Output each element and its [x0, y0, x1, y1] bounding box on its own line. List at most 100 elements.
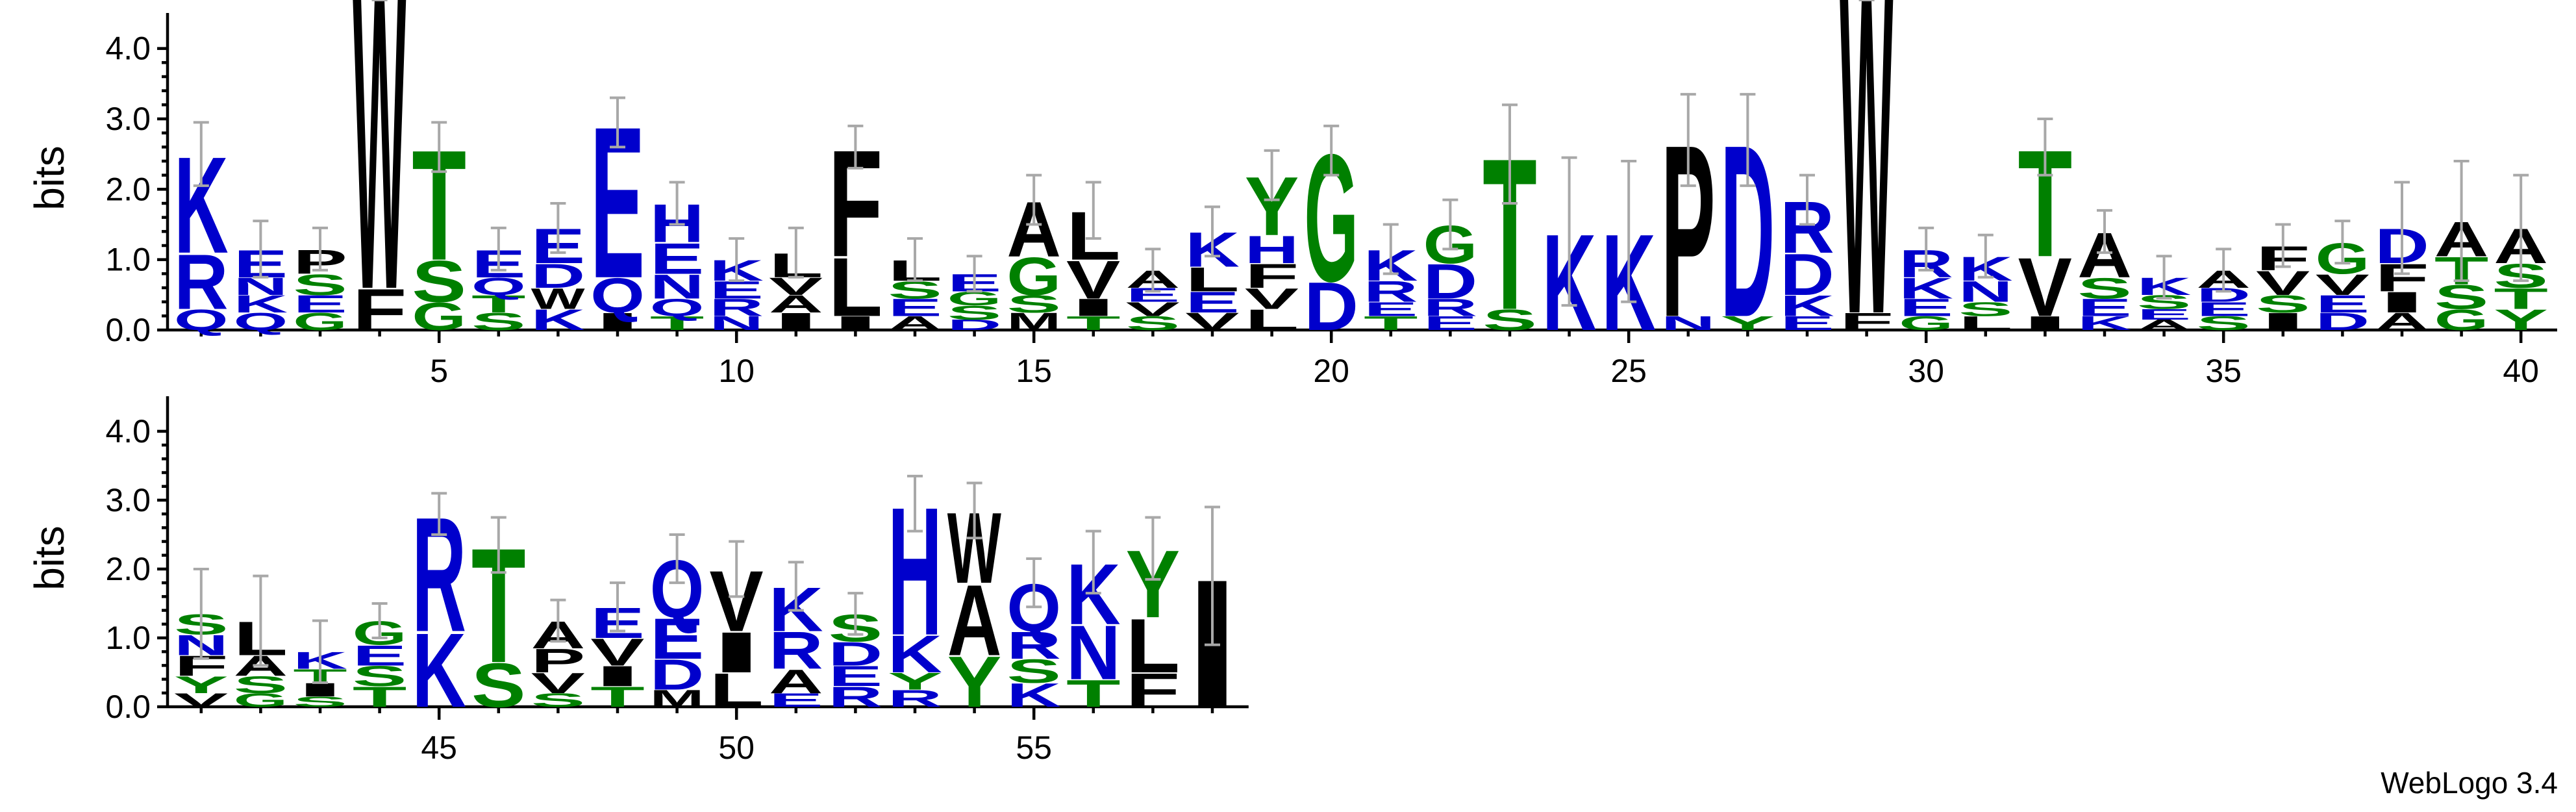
logo-letter: I [1066, 294, 1121, 321]
logo-stack: GST [412, 118, 466, 339]
x-tick-label: 35 [2205, 353, 2242, 389]
logo-stack: ST [471, 514, 526, 720]
logo-letter: S [2434, 278, 2489, 316]
logo-letter: S [1007, 290, 1061, 318]
logo-letter: I [829, 312, 883, 335]
logo-letter: V [1066, 250, 1120, 311]
logo-letter: N [650, 268, 705, 306]
logo-letter: E [1899, 294, 1953, 321]
logo-letter: I [769, 308, 823, 335]
logo-letter: K [531, 303, 586, 336]
logo-letter: S [947, 302, 1002, 324]
logo-letter: F [1245, 257, 1299, 295]
logo-letter: L [1126, 603, 1181, 689]
logo-letter: V [590, 631, 644, 674]
logo-letter: S [412, 249, 466, 314]
logo-letter: L [829, 241, 883, 334]
logo-letter: N [1661, 312, 1716, 334]
logo-letter: R [709, 294, 764, 322]
logo-letter: R [1423, 294, 1478, 322]
logo-letter: L [709, 663, 764, 717]
logo-letter: V [1185, 308, 1239, 335]
logo-letter: E [1423, 312, 1478, 335]
logo-letter: D [1780, 242, 1834, 308]
logo-letter: Q [471, 273, 526, 300]
logo-letter: K [1780, 289, 1834, 322]
x-tick-label: 25 [1610, 353, 1647, 389]
x-tick-label: 15 [1016, 353, 1052, 389]
logo-stack: FW [1840, 0, 1894, 412]
logo-letter: S [2196, 312, 2251, 335]
logo-letter: E [769, 690, 823, 711]
logo-letter: N [1066, 609, 1121, 695]
logo-letter: M [650, 685, 705, 712]
logo-stack: KR [412, 483, 466, 730]
logo-letter: Q [650, 294, 705, 322]
logo-letter: R [174, 238, 229, 326]
logo-letter: I [709, 620, 764, 684]
logo-letter: D [650, 651, 705, 699]
logo-stack: FW [353, 0, 407, 380]
logo-letter: D [531, 257, 586, 296]
logo-letter: S [1482, 303, 1537, 336]
logo-letter: S [1007, 652, 1061, 690]
logo-stack: QRK [174, 121, 229, 336]
logo-stack: IVT [2018, 118, 2072, 335]
x-tick-label: 50 [718, 730, 755, 766]
logo-stack: I [1185, 505, 1240, 746]
y-tick-label: 1.0 [105, 242, 151, 278]
logo-letter: S [293, 694, 347, 710]
logo-letter: K [234, 290, 288, 318]
logo-letter: I [590, 660, 645, 692]
logo-letter: V [1245, 282, 1299, 315]
logo-letter: D [1304, 268, 1358, 345]
logo-letter: Y [174, 671, 229, 698]
logo-stack: K [1601, 160, 1656, 360]
logo-letter: N [709, 312, 764, 334]
logo-letter: D [829, 635, 883, 673]
logo-letter: G [293, 308, 347, 335]
logo-letter: R [769, 621, 823, 680]
logo-letter: Y [888, 668, 942, 695]
logo-letter: S [353, 660, 407, 692]
logo-letter: E [1185, 286, 1240, 319]
logo-letter: E [2077, 294, 2132, 321]
logo-letter: L [1185, 260, 1240, 298]
logo-stack: NP [1661, 93, 1716, 368]
logo-letter: T [1066, 312, 1121, 335]
logo-letter: E [1780, 312, 1834, 335]
logo-letter: I [590, 308, 645, 335]
logo-letter: G [1007, 246, 1061, 307]
logo-letter: F [1126, 663, 1181, 717]
y-tick-label: 3.0 [105, 101, 151, 137]
logo-stack: YAW [947, 481, 1001, 722]
logo-letter: A [769, 290, 823, 318]
logo-letter: W [353, 0, 407, 380]
logo-letter: E [650, 607, 705, 671]
logo-letter: M [1007, 308, 1061, 335]
logo-letter: P [531, 642, 586, 680]
weblogo-version-label: WebLogo 3.4 [2381, 766, 2558, 800]
logo-letter: I [2256, 308, 2310, 335]
logo-letter: V [2316, 268, 2370, 301]
